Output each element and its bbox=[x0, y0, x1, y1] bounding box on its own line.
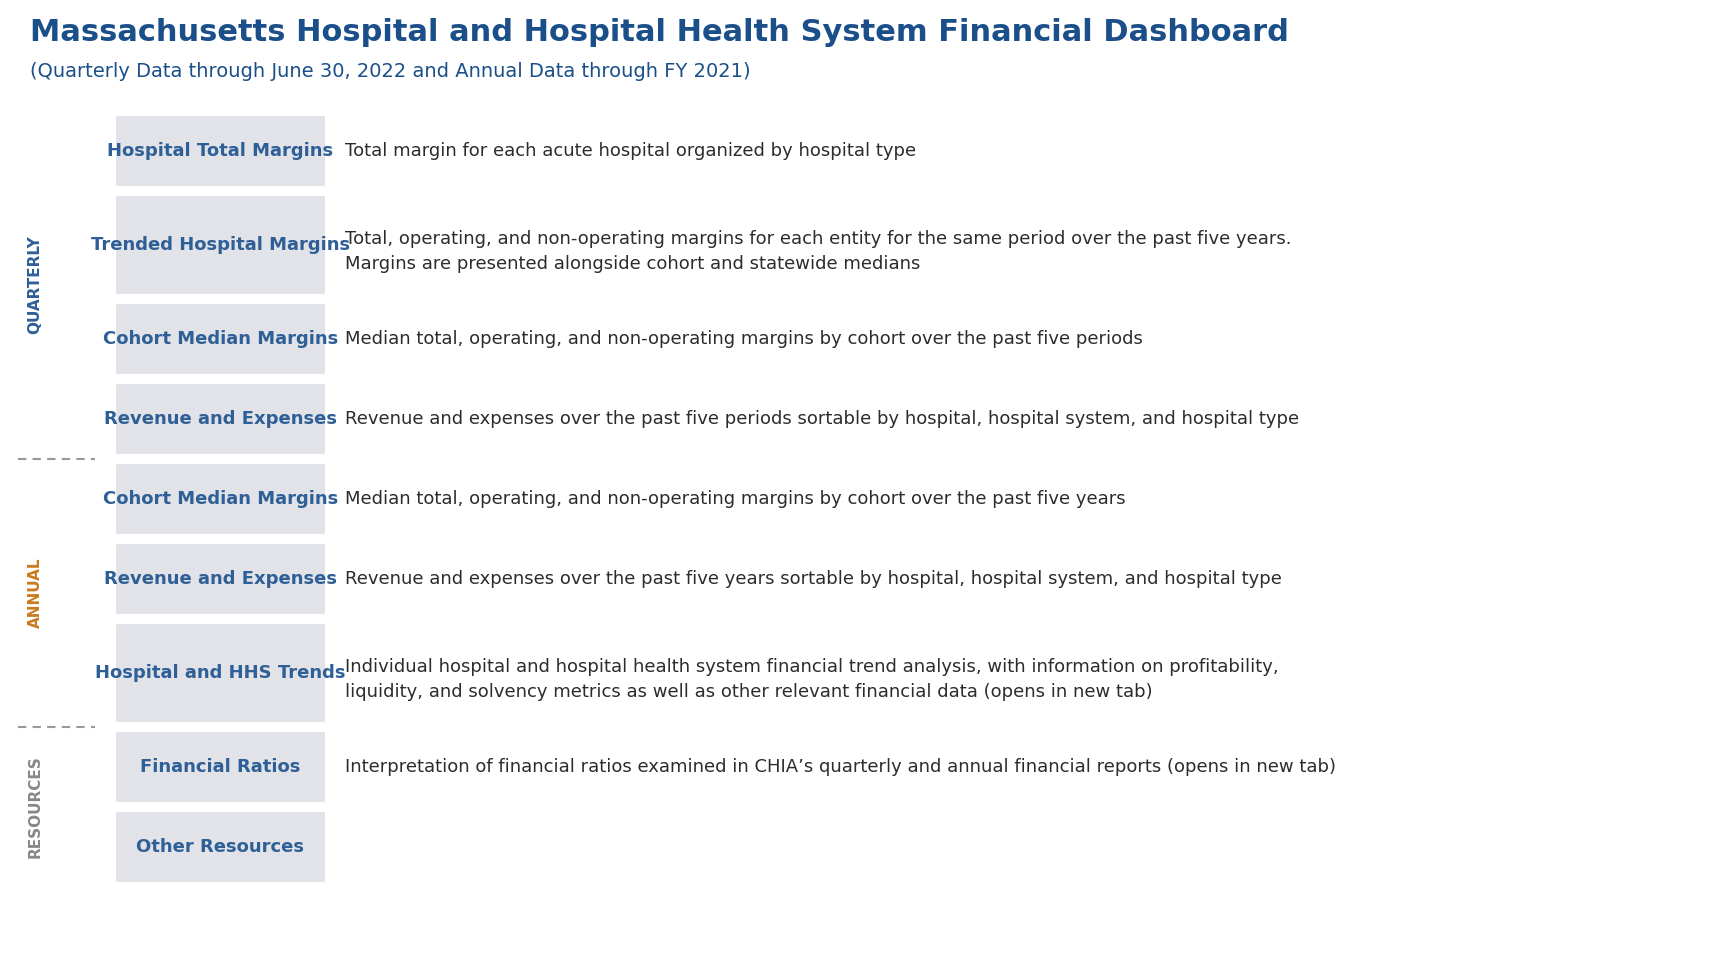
Text: Massachusetts Hospital and Hospital Health System Financial Dashboard: Massachusetts Hospital and Hospital Heal… bbox=[29, 18, 1289, 47]
FancyBboxPatch shape bbox=[116, 116, 325, 186]
FancyBboxPatch shape bbox=[116, 624, 325, 722]
FancyBboxPatch shape bbox=[116, 544, 325, 614]
Text: Cohort Median Margins: Cohort Median Margins bbox=[102, 330, 337, 348]
Text: Median total, operating, and non-operating margins by cohort over the past five : Median total, operating, and non-operati… bbox=[344, 330, 1144, 348]
Text: QUARTERLY: QUARTERLY bbox=[28, 235, 43, 334]
Text: Other Resources: Other Resources bbox=[137, 838, 304, 856]
FancyBboxPatch shape bbox=[116, 384, 325, 454]
Text: Total, operating, and non-operating margins for each entity for the same period : Total, operating, and non-operating marg… bbox=[344, 230, 1292, 273]
FancyBboxPatch shape bbox=[116, 196, 325, 294]
Text: Median total, operating, and non-operating margins by cohort over the past five : Median total, operating, and non-operati… bbox=[344, 490, 1126, 508]
Text: Revenue and expenses over the past five periods sortable by hospital, hospital s: Revenue and expenses over the past five … bbox=[344, 410, 1299, 428]
FancyBboxPatch shape bbox=[116, 304, 325, 374]
Text: (Quarterly Data through June 30, 2022 and Annual Data through FY 2021): (Quarterly Data through June 30, 2022 an… bbox=[29, 62, 751, 81]
Text: Trended Hospital Margins: Trended Hospital Margins bbox=[92, 236, 349, 254]
FancyBboxPatch shape bbox=[116, 812, 325, 882]
Text: ANNUAL: ANNUAL bbox=[28, 558, 43, 628]
FancyBboxPatch shape bbox=[116, 464, 325, 534]
Text: Revenue and Expenses: Revenue and Expenses bbox=[104, 570, 337, 588]
Text: Hospital Total Margins: Hospital Total Margins bbox=[107, 142, 334, 160]
Text: Cohort Median Margins: Cohort Median Margins bbox=[102, 490, 337, 508]
Text: Interpretation of financial ratios examined in CHIA’s quarterly and annual finan: Interpretation of financial ratios exami… bbox=[344, 758, 1336, 776]
Text: Revenue and Expenses: Revenue and Expenses bbox=[104, 410, 337, 428]
FancyBboxPatch shape bbox=[116, 732, 325, 802]
Text: Total margin for each acute hospital organized by hospital type: Total margin for each acute hospital org… bbox=[344, 142, 917, 160]
Text: Hospital and HHS Trends: Hospital and HHS Trends bbox=[95, 664, 346, 682]
Text: Individual hospital and hospital health system financial trend analysis, with in: Individual hospital and hospital health … bbox=[344, 657, 1278, 701]
Text: Revenue and expenses over the past five years sortable by hospital, hospital sys: Revenue and expenses over the past five … bbox=[344, 570, 1282, 588]
Text: Financial Ratios: Financial Ratios bbox=[140, 758, 301, 776]
Text: RESOURCES: RESOURCES bbox=[28, 756, 43, 858]
